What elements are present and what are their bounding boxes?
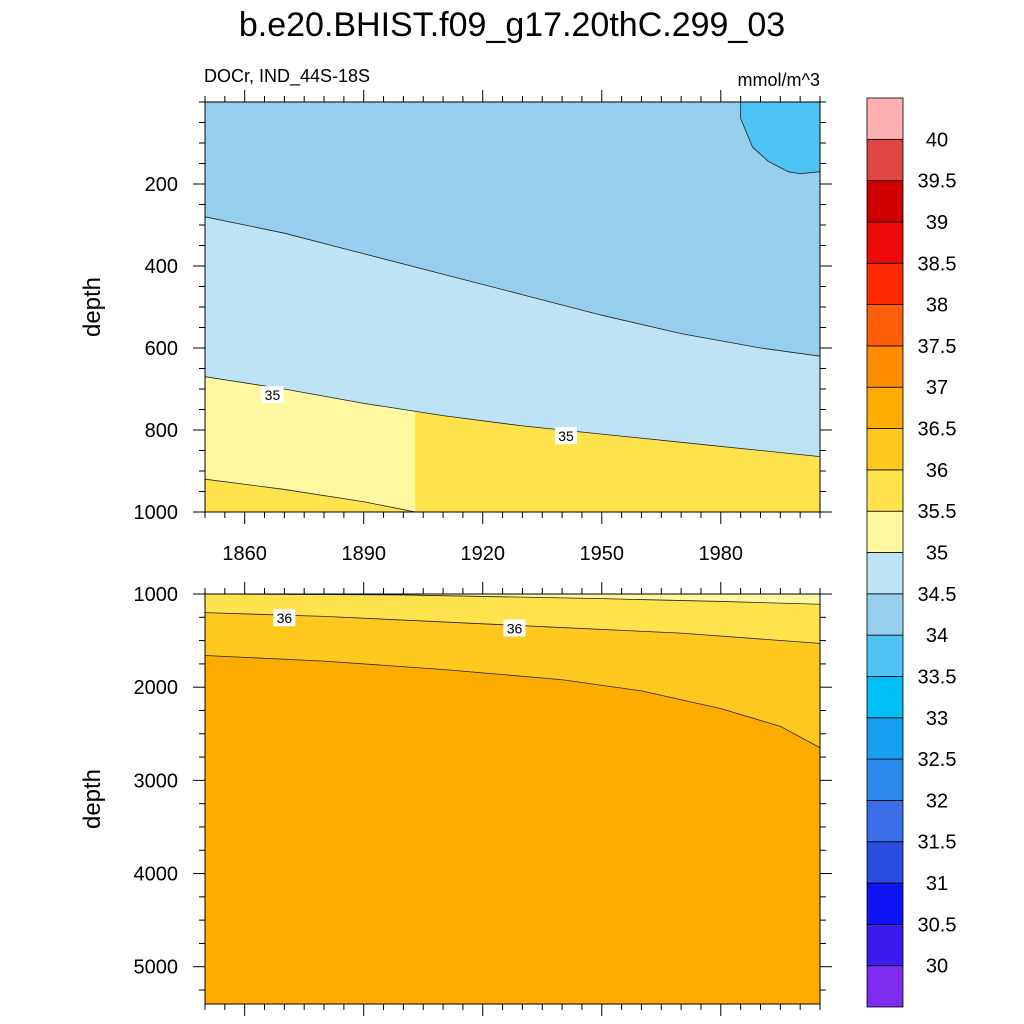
colorbar-box [866, 304, 904, 347]
colorbar-label: 37 [926, 377, 948, 399]
colorbar-label: 31.5 [918, 832, 957, 854]
lower-y-tick-label: 3000 [134, 770, 179, 792]
upper-x-tick-label: 1980 [699, 543, 744, 565]
colorbar-label: 38.5 [918, 253, 957, 275]
lower-y-tick-label: 1000 [134, 584, 179, 606]
colorbar-box [866, 552, 904, 595]
colorbar-label: 36 [926, 460, 948, 482]
colorbar-box [866, 593, 904, 636]
lower-contour-line-35.5 [204, 612, 821, 644]
upper-y-tick-label: 600 [145, 338, 178, 360]
upper-x-tick-label: 1890 [341, 543, 386, 565]
upper-region-34 [205, 102, 820, 357]
colorbar-label: 33.5 [918, 666, 957, 688]
colorbar-label: 37.5 [918, 336, 957, 358]
colorbar-label: 32 [926, 790, 948, 812]
upper-y-tick-label: 200 [145, 174, 178, 196]
colorbar-box [866, 510, 904, 553]
upper-contour-line-34.5 [204, 376, 821, 458]
upper-y-axis-label: depth [79, 277, 106, 337]
upper-x-tick-label: 1950 [580, 543, 625, 565]
lower-contour-label-bg [273, 609, 296, 627]
colorbar-label: 34.5 [918, 584, 957, 606]
lower-contour-label: 36 [507, 620, 523, 636]
colorbar-label: 38 [926, 295, 948, 317]
lower-contour-label-bg [503, 619, 526, 637]
colorbar-label: 39 [926, 212, 948, 234]
lower-contour-label: 36 [277, 610, 293, 626]
colorbar-box [866, 634, 904, 677]
chart-title: b.e20.BHIST.f09_g17.20thC.299_03 [239, 6, 785, 44]
chart-subtitle-left: DOCr, IND_44S-18S [204, 66, 370, 87]
upper-contour-line-35 [204, 478, 416, 513]
lower-panel: 36 36 1000 2000 3000 4000 5000 depth [79, 582, 832, 1016]
upper-y-tick-label: 1000 [134, 502, 179, 524]
colorbar-label: 30 [926, 956, 948, 978]
colorbar-box [866, 841, 904, 884]
colorbar-box [866, 923, 904, 967]
colorbar-box [866, 965, 904, 1008]
colorbar-box [866, 717, 904, 760]
lower-region-35 [205, 594, 820, 605]
upper-y-tick-label: 400 [145, 256, 178, 278]
upper-x-tick-label: 1920 [460, 543, 505, 565]
colorbar-box [866, 882, 904, 925]
upper-contour-line-33.5 [740, 102, 821, 175]
upper-y-tick-label: 800 [145, 420, 178, 442]
lower-contour-line-36 [204, 655, 821, 749]
colorbar-box [866, 221, 904, 264]
colorbar-box [866, 469, 904, 512]
colorbar-label: 35.5 [918, 501, 957, 523]
colorbar: 30 30.5 31 31.5 32 32.5 33 33.5 34 34.5 35 35.5 36 36… [866, 97, 957, 1008]
lower-y-axis-label: depth [79, 769, 106, 829]
colorbar-box [866, 180, 904, 223]
colorbar-box [866, 262, 904, 305]
colorbar-label: 39.5 [918, 171, 957, 193]
upper-contour-label: 35 [558, 428, 574, 444]
colorbar-box [866, 386, 904, 429]
lower-contour-line-35 [204, 593, 821, 605]
upper-contour-label-bg [261, 386, 284, 404]
upper-contour-label: 35 [265, 387, 281, 403]
colorbar-box [866, 428, 904, 471]
colorbar-label: 40 [926, 129, 948, 151]
lower-y-tick-label: 5000 [134, 957, 179, 979]
colorbar-box [866, 97, 904, 140]
colorbar-box [866, 345, 904, 388]
colorbar-label: 30.5 [918, 914, 957, 936]
colorbar-label: 34 [926, 625, 948, 647]
colorbar-box [866, 138, 904, 182]
colorbar-label: 31 [926, 873, 948, 895]
upper-region-33.5 [740, 102, 820, 174]
upper-contour-line-34 [204, 216, 821, 357]
lower-y-tick-label: 2000 [134, 677, 179, 699]
colorbar-label: 32.5 [918, 749, 957, 771]
lower-panel-frame [204, 593, 821, 1005]
colorbar-box [866, 800, 904, 843]
upper-panel: 35 35 200 400 600 800 1000 1860 1890 1920 1950 198… [79, 90, 832, 565]
lower-y-tick-label: 4000 [134, 864, 179, 886]
colorbar-label: 33 [926, 708, 948, 730]
colorbar-box [866, 676, 904, 719]
colorbar-box [866, 758, 904, 801]
colorbar-label: 36.5 [918, 419, 957, 441]
lower-region-35.5 [205, 594, 820, 644]
colorbar-label: 35 [926, 543, 948, 565]
upper-contour-label-bg [555, 427, 578, 445]
upper-x-tick-label: 1860 [222, 543, 267, 565]
chart-units: mmol/m^3 [738, 70, 820, 90]
